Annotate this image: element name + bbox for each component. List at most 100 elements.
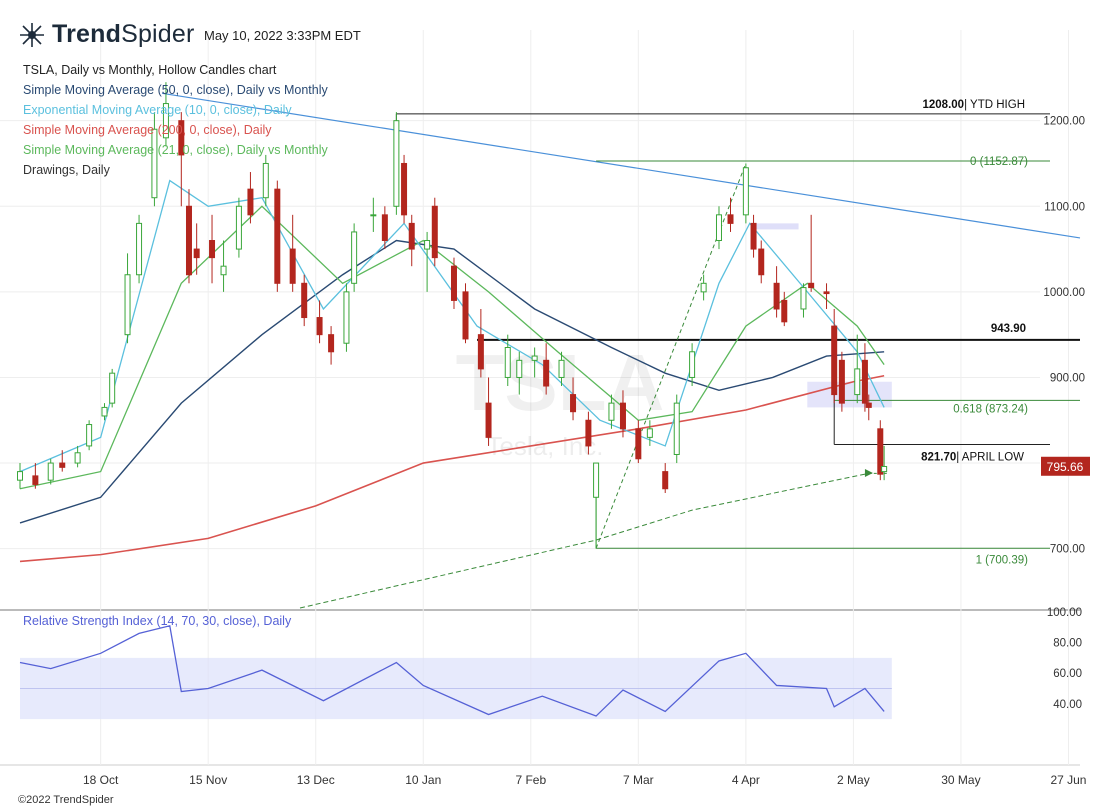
candle-body [485,402,492,438]
rsi-tick-label: 100.00 [1047,607,1082,619]
candle-body [59,462,66,468]
shaded-zone [807,381,892,408]
candle-body [854,368,861,396]
candle-body [531,355,538,361]
candle-body [781,299,788,323]
rsi-tick-label: 40.00 [1053,699,1082,711]
candle-body [758,248,765,276]
fib-0-label: 0 (1152.87) [970,156,1028,168]
candle-body [209,240,216,259]
candle-body [274,188,281,284]
brand-name: TrendSpider [52,20,195,48]
candle-body [220,265,227,276]
copyright-text: ©2022 TrendSpider [18,794,114,806]
candle-body [235,205,242,250]
candle-body [673,402,680,455]
candle-body [136,222,143,276]
candle-body [742,167,749,216]
candle-body [608,402,615,421]
y-tick-label: 1000.00 [1043,287,1085,299]
candle-body [431,205,438,259]
downtrend-line [162,92,1081,239]
candle-body [477,334,484,370]
candle-body [877,428,884,475]
candle-body [381,214,388,242]
shaded-zone [753,223,799,230]
x-tick-label: 10 Jan [405,773,441,787]
candle-body [635,428,642,460]
rsi-tick-label: 60.00 [1053,668,1082,680]
candle-body [727,214,734,224]
sma200-line [19,374,885,563]
chart-title: TSLA, Daily vs Monthly, Hollow Candles c… [23,63,277,77]
candle-body [773,282,780,310]
candle-body [289,248,296,284]
candle-body [151,128,158,199]
candle-body [408,222,415,250]
candle-body [646,428,653,438]
y-tick-label: 900.00 [1050,372,1085,384]
x-tick-label: 15 Nov [189,773,227,787]
candle-body [543,359,550,387]
candle-body [450,265,457,301]
candle-body [570,394,577,413]
candle-body [800,287,807,310]
candle-body [558,359,565,378]
candle-body [343,291,350,344]
candle-body [124,274,131,336]
candle-body [86,424,93,447]
y-tick-label: 1100.00 [1044,201,1085,213]
candle-body [462,291,469,340]
price-badge-label: 795.66 [1047,460,1084,474]
chart-timestamp: May 10, 2022 3:33PM EDT [204,28,361,43]
candle-body [328,334,335,353]
legend-sma21[interactable]: Simple Moving Average (21, 0, close), Da… [23,143,328,157]
legend-sma200[interactable]: Simple Moving Average (200, 0, close), D… [23,123,272,137]
x-tick-label: 7 Mar [623,773,654,787]
candle-body [504,347,511,378]
rsi-label[interactable]: Relative Strength Index (14, 70, 30, clo… [23,614,292,628]
candle-body [700,282,707,293]
candle-body [262,162,269,199]
candle-body [831,325,838,396]
candle-body [593,462,600,498]
candle-body [301,282,308,319]
x-tick-label: 4 Apr [732,773,760,787]
candle-body [193,248,200,259]
candle-body [17,471,23,481]
candle-body [247,188,254,216]
candle-body [662,471,669,490]
x-tick-label: 27 Jun [1050,773,1086,787]
legend-ema10[interactable]: Exponential Moving Average (10, 0, close… [23,103,292,117]
candle-body [516,359,523,378]
sma50-line [19,239,885,524]
candle-body [316,317,323,336]
rsi-tick-label: 80.00 [1053,638,1082,650]
x-tick-label: 2 May [837,773,870,787]
candle-body [881,465,888,473]
candle-body [185,205,192,276]
rsi-line [19,624,885,717]
candle-body [370,214,377,217]
y-tick-label: 1200.00 [1043,116,1085,128]
candle-body [101,406,108,417]
x-tick-label: 18 Oct [83,773,119,787]
x-tick-label: 30 May [941,773,980,787]
candle-body [750,222,757,250]
chart-legend: TSLA, Daily vs Monthly, Hollow Candles c… [23,60,328,180]
x-tick-label: 13 Dec [297,773,335,787]
watermark-company: Tesla, Inc. [486,431,603,461]
legend-sma50[interactable]: Simple Moving Average (50, 0, close), Da… [23,83,328,97]
candle-body [74,452,81,464]
y-tick-label: 700.00 [1050,544,1085,556]
candle-body [585,419,592,447]
candle-body [861,359,868,404]
fib-1-label: 1 (700.39) [976,554,1029,566]
legend-drawings[interactable]: Drawings, Daily [23,163,110,177]
candle-body [351,231,358,284]
candle-body [393,120,400,207]
resistance-label: 943.90 [991,323,1026,335]
fib-618-label: 0.618 (873.24) [953,403,1028,415]
sma21-line [19,205,885,490]
